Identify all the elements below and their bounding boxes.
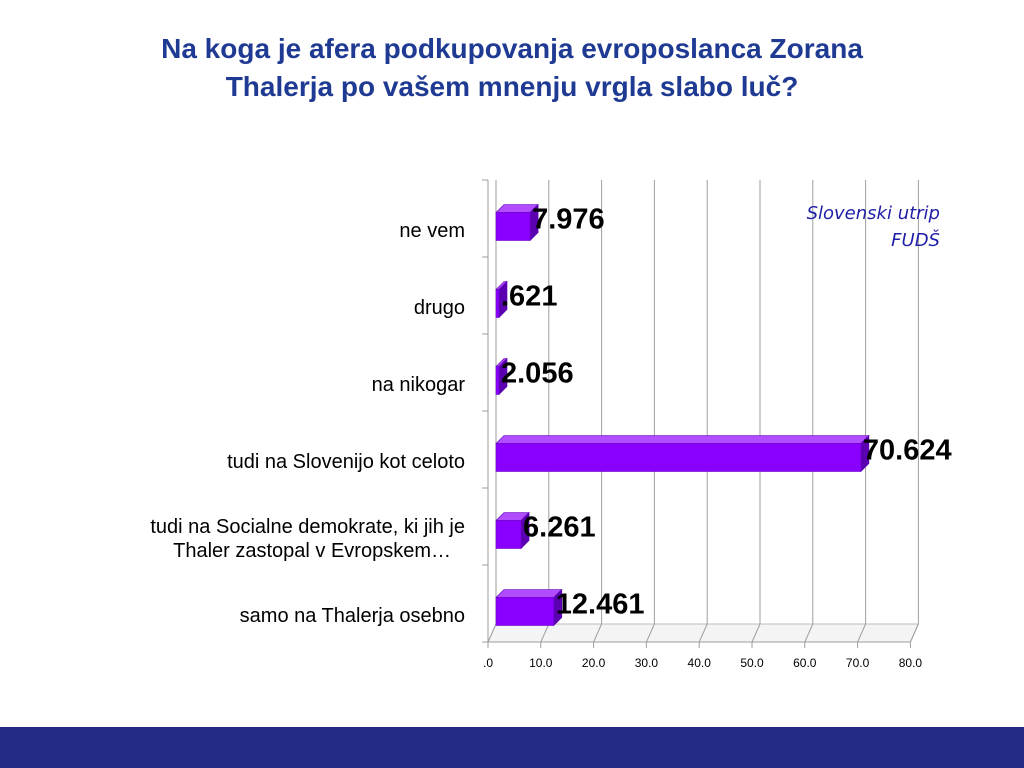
data-label: .621	[501, 281, 557, 313]
bar	[495, 597, 555, 626]
category-label: na nikogar	[25, 373, 465, 397]
category-label: tudi na Slovenijo kot celoto	[25, 450, 465, 474]
bar	[495, 289, 500, 318]
category-label-line: tudi na Slovenijo kot celoto	[227, 450, 465, 473]
chart-title: Na koga je afera podkupovanja evroposlan…	[40, 30, 984, 106]
category-label-line: Thaler zastopal v Evropskem…	[173, 539, 451, 562]
gridline-depth	[804, 623, 814, 643]
x-tick-label: 70.0	[846, 656, 870, 670]
gridline-depth	[909, 623, 919, 643]
data-label: 70.624	[863, 435, 952, 467]
gridline-depth	[698, 623, 708, 643]
gridline-depth	[751, 623, 761, 643]
chart-title-line-1: Na koga je afera podkupovanja evroposlan…	[161, 33, 863, 64]
gridline-depth	[593, 623, 603, 643]
x-tick-label: 80.0	[899, 656, 923, 670]
chart-title-line-2: Thalerja po vašem mnenju vrgla slabo luč…	[225, 71, 799, 102]
category-label-line: na nikogar	[371, 373, 465, 396]
category-label-line: ne vem	[399, 219, 465, 242]
x-tick-label: 40.0	[688, 656, 712, 670]
x-tick-label: .0	[483, 656, 493, 670]
category-label: ne vem	[25, 219, 465, 243]
category-label: drugo	[25, 296, 465, 320]
source-note: Slovenski utrip FUDŠ	[807, 200, 940, 254]
bar-top-face	[495, 435, 870, 444]
data-label: 7.976	[532, 204, 605, 236]
data-label: 2.056	[501, 358, 574, 390]
footer-bar	[0, 727, 1024, 768]
category-label-line: drugo	[413, 296, 465, 319]
bar	[495, 366, 500, 395]
category-label-line: samo na Thalerja osebno	[239, 604, 465, 627]
gridline-depth	[645, 623, 655, 643]
source-line-2: FUDŠ	[891, 230, 940, 251]
x-tick-label: 60.0	[793, 656, 817, 670]
bar	[495, 212, 531, 241]
gridline-depth	[487, 623, 497, 643]
x-tick-label: 50.0	[740, 656, 764, 670]
bar-top-face	[495, 589, 563, 598]
bar	[495, 443, 862, 472]
gridline-depth	[540, 623, 550, 643]
x-tick-label: 10.0	[529, 656, 553, 670]
category-label: tudi na Socialne demokrate, ki jih je Tha…	[25, 515, 465, 563]
category-label-line: tudi na Socialne demokrate, ki jih je	[150, 515, 465, 538]
x-tick-label: 30.0	[635, 656, 659, 670]
data-label: 12.461	[556, 589, 645, 621]
gridline-depth	[857, 623, 867, 643]
x-tick-label: 20.0	[582, 656, 606, 670]
source-line-1: Slovenski utrip	[806, 203, 940, 224]
category-label: samo na Thalerja osebno	[25, 604, 465, 628]
bar	[495, 520, 522, 549]
data-label: 6.261	[523, 512, 596, 544]
